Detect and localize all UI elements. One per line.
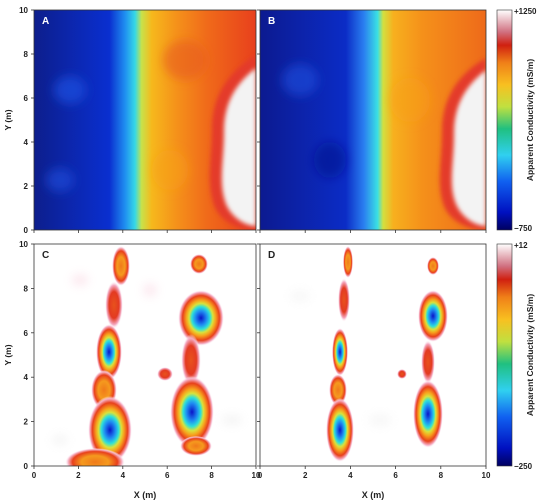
colorbar-top: +1250 −750 Apparent Conductivity (mS/m) [496,7,537,233]
panel-d-x-axis-title: X (m) [362,490,385,500]
panel-b-letter: B [268,16,275,27]
panel-c-y-tick-label: 10 [19,240,28,249]
panel-c-y-tick-label: 0 [24,462,29,471]
panel-d-heatmap [260,244,486,466]
panel-d-x-tick-label: 6 [393,471,398,480]
panel-c-frame [33,243,257,467]
panel-a-y-tick-label: 0 [24,226,29,235]
colorbar-top-min: −750 [514,224,533,233]
colorbar-top-ramp [496,9,513,231]
panel-c-x-tick-label: 2 [76,471,81,480]
panel-d-letter: D [268,250,275,261]
panel-a-frame [33,9,257,231]
panel-a-y-axis-title: Y (m) [3,109,13,130]
panel-c-letter: C [42,250,49,261]
panel-c-x-tick-label: 4 [121,471,126,480]
colorbar-bottom: +12 −250 Apparent Conductivity (mS/m) [496,241,535,471]
panel-c-y-tick-label: 6 [24,329,29,338]
panel-a-y-tick-label: 8 [24,50,29,59]
panel-b-frame [259,9,487,231]
panel-c-y-tick-label: 8 [24,284,29,293]
panel-a-letter: A [42,16,49,27]
panel-c-heatmap [34,244,256,466]
panel-d-x-tick-label: 2 [303,471,308,480]
panel-a-y-tick-label: 4 [24,138,29,147]
panel-a-y-tick-label: 10 [19,6,28,15]
panel-d-frame [259,243,487,467]
colorbar-bottom-min: −250 [514,462,533,471]
panel-a-y-tick-label: 6 [24,94,29,103]
colorbar-bottom-label: Apparent Conductivity (mS/m) [525,294,535,416]
colorbar-bottom-ramp [496,243,513,467]
panel-d-x-tick-label: 8 [439,471,444,480]
panel-c: C [33,243,257,467]
panel-c-x-tick-label: 8 [209,471,214,480]
panel-c-x-axis-title: X (m) [134,490,157,500]
panel-d-x-tick-label: 0 [258,471,263,480]
colorbar-bottom-max: +12 [514,241,528,250]
colorbar-top-max: +1250 [514,7,537,16]
panel-c-y-tick-label: 4 [24,373,29,382]
panel-c-x-tick-label: 6 [165,471,170,480]
panel-d-x-tick-label: 4 [348,471,353,480]
panel-c-y-tick-label: 2 [24,418,29,427]
panel-b: B [259,9,487,231]
panel-c-y-axis-title: Y (m) [3,344,13,365]
panel-d: D [259,243,487,467]
panel-a: A [33,9,257,231]
panel-c-x-tick-label: 0 [32,471,37,480]
panel-d-x-tick-label: 10 [482,471,491,480]
panel-c-x-tick-label: 10 [252,471,261,480]
panel-a-y-tick-label: 2 [24,182,29,191]
colorbar-top-label: Apparent Conductivity (mS/m) [525,59,535,181]
